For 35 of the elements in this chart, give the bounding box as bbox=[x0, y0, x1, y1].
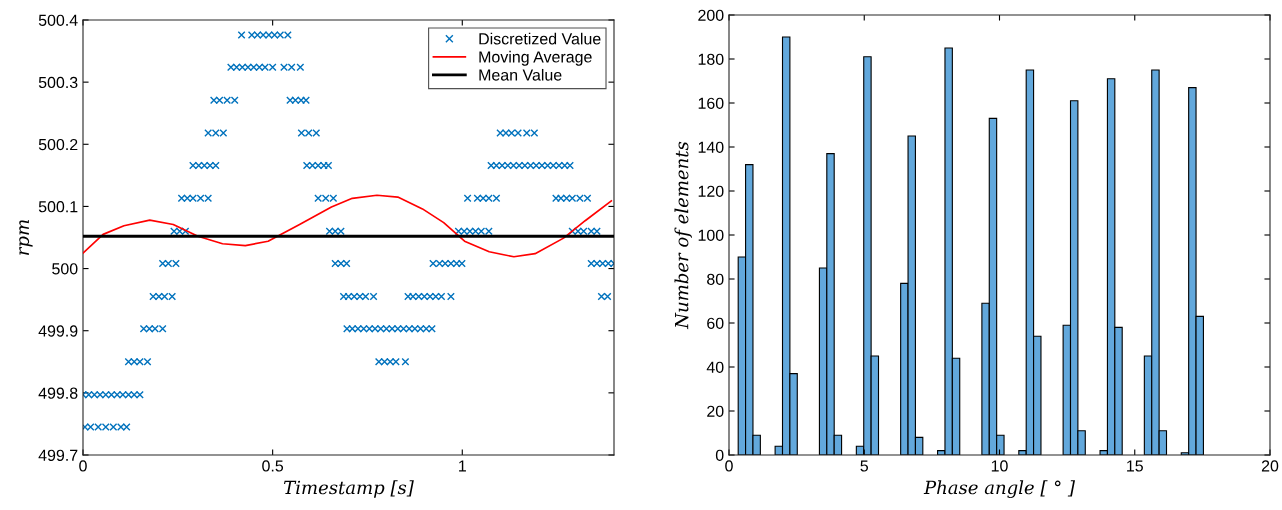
y-tick-label: 140 bbox=[698, 141, 724, 153]
y-axis-title: rpm bbox=[19, 220, 33, 255]
y-tick-label: 0 bbox=[715, 449, 724, 461]
y-tick-label: 80 bbox=[707, 273, 724, 285]
y-tick-label: 499.7 bbox=[38, 449, 78, 461]
y-tick-label: 200 bbox=[698, 9, 724, 21]
x-axis-title: Phase angle [ ° ] bbox=[923, 480, 1076, 499]
y-tick-label: 20 bbox=[707, 405, 724, 417]
x-tick-label: 0.5 bbox=[262, 460, 284, 472]
y-tick-label: 160 bbox=[698, 97, 724, 109]
y-tick-label: 60 bbox=[707, 317, 724, 329]
x-tick-label: 0 bbox=[725, 460, 733, 472]
legend-label: Mean Value bbox=[479, 68, 562, 81]
x-tick-label: 15 bbox=[1127, 460, 1143, 472]
y-tick-label: 120 bbox=[698, 185, 724, 197]
y-tick-label: 500.1 bbox=[38, 201, 78, 213]
y-tick-label: 180 bbox=[698, 53, 724, 65]
y-tick-label: 500.4 bbox=[38, 14, 78, 26]
y-tick-label: 499.9 bbox=[38, 325, 78, 337]
x-tick-label: 1 bbox=[459, 460, 466, 472]
y-axis-title: Number of elements bbox=[674, 141, 692, 330]
y-tick-label: 500 bbox=[52, 263, 78, 275]
x-tick-label: 20 bbox=[1261, 460, 1279, 472]
x-tick-label: 5 bbox=[860, 460, 869, 472]
y-tick-label: 40 bbox=[706, 361, 724, 373]
y-tick-label: 499.8 bbox=[38, 387, 78, 399]
y-tick-label: 100 bbox=[698, 229, 724, 241]
x-tick-label: 0 bbox=[79, 460, 87, 472]
legend-label: Moving Average bbox=[479, 50, 592, 66]
line-series bbox=[83, 194, 613, 258]
legend-label: Discretized Value bbox=[479, 32, 601, 45]
y-tick-label: 500.3 bbox=[38, 76, 78, 89]
y-tick-label: 500.2 bbox=[38, 138, 78, 151]
x-tick-label: 10 bbox=[991, 460, 1008, 472]
x-axis-title: Timestamp [s] bbox=[284, 480, 414, 498]
